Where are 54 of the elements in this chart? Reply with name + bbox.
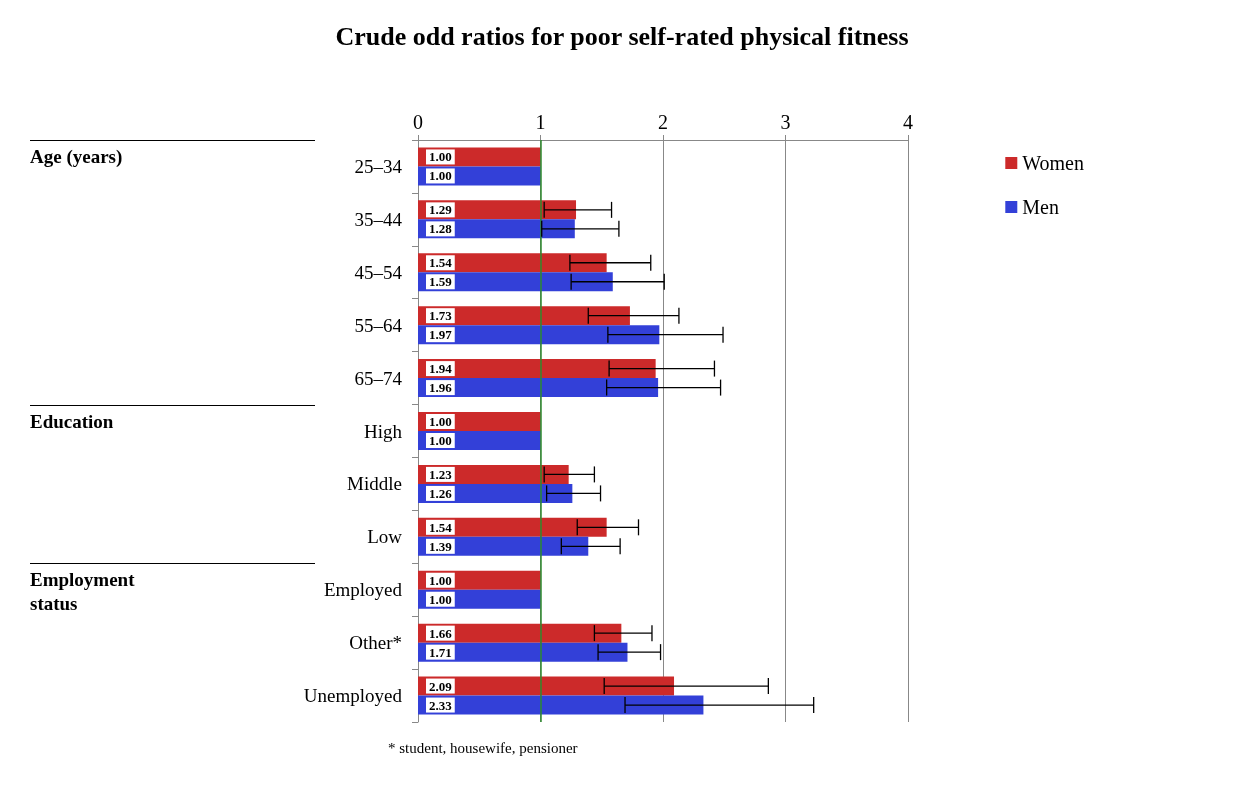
text: Employment status [30,568,136,617]
y-tick-label: Middle [347,473,402,495]
data-label: 1.94 [429,361,453,377]
y-tick-label: 65–74 [354,367,403,389]
chart-title: Crude odd ratios for poor self-rated physical fitness [335,21,909,51]
bar [418,517,607,537]
y-tick-label: High [364,420,403,442]
data-label: 1.00 [429,433,452,448]
text: * student, housewife, pensioner [388,740,578,757]
data-label: 1.96 [429,380,453,396]
bar [418,623,622,643]
x-tick-label: 2 [658,111,668,133]
y-tick-label: Low [367,526,403,548]
bar [418,306,630,326]
y-tick-label: 25–34 [354,155,403,177]
data-label: 1.66 [429,625,453,641]
data-label: 1.00 [429,149,452,165]
bar [418,378,659,398]
y-tick-label: Employed [323,579,403,601]
y-tick-label: 35–44 [354,208,403,230]
x-tick-label: 1 [535,111,546,133]
bar [418,695,704,715]
y-tick-label: 55–64 [354,314,403,336]
data-label: 1.28 [429,221,453,237]
text: Age (years) [30,145,124,169]
data-label: 1.29 [429,202,453,218]
data-label: 2.33 [429,697,453,713]
y-tick-label: Other* [349,632,402,654]
data-label: 1.59 [429,274,453,290]
data-label: 1.54 [429,255,453,271]
x-tick-label: 3 [780,111,791,133]
data-label: 1.97 [429,327,453,343]
text: Education [30,409,115,434]
data-label: 1.00 [429,168,452,184]
bar [418,676,675,696]
data-label: 1.00 [429,591,452,607]
data-label: 1.39 [429,538,453,554]
x-tick-label: 0 [413,111,423,133]
data-label: 1.71 [429,644,452,660]
data-label: 2.09 [429,678,453,694]
data-label: 1.00 [429,572,452,588]
data-label: 1.23 [429,466,453,482]
bar [418,359,656,379]
y-tick-label: 45–54 [354,261,403,283]
data-label: 1.00 [429,414,452,429]
y-tick-label: Unemployed [303,685,403,707]
data-label: 1.54 [429,519,453,535]
bar [418,325,660,345]
data-label: 1.73 [429,308,453,324]
legend-label: Women [1022,152,1085,174]
x-tick-label: 4 [903,111,913,133]
data-label: 1.26 [429,485,453,501]
legend-label: Men [1022,196,1059,218]
bar [418,642,628,662]
